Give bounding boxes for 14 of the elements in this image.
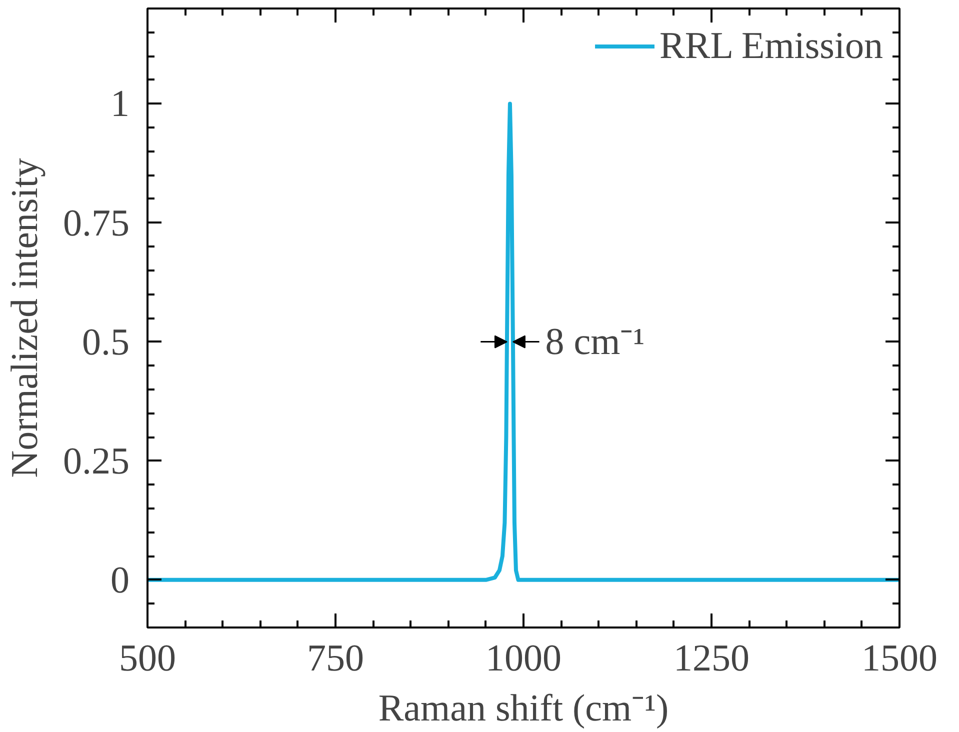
x-axis-title: Raman shift (cm⁻¹)	[378, 688, 669, 730]
y-axis-title: Normalized intensity	[4, 158, 46, 478]
x-tick-label: 500	[119, 638, 176, 680]
x-tick-label: 750	[307, 638, 364, 680]
annotation: 8 cm⁻¹	[545, 320, 645, 363]
x-tick-label: 1250	[674, 638, 750, 680]
x-tick-label: 1000	[486, 638, 562, 680]
legend-label: RRL Emission	[660, 24, 883, 68]
y-tick-label: 1	[110, 83, 130, 126]
y-tick-label: 0.75	[63, 202, 130, 244]
x-tick-label: 1500	[862, 638, 938, 680]
y-tick-label: 0	[110, 559, 130, 602]
y-tick-label: 0.5	[82, 321, 130, 364]
y-tick-label: 0.25	[63, 440, 130, 482]
